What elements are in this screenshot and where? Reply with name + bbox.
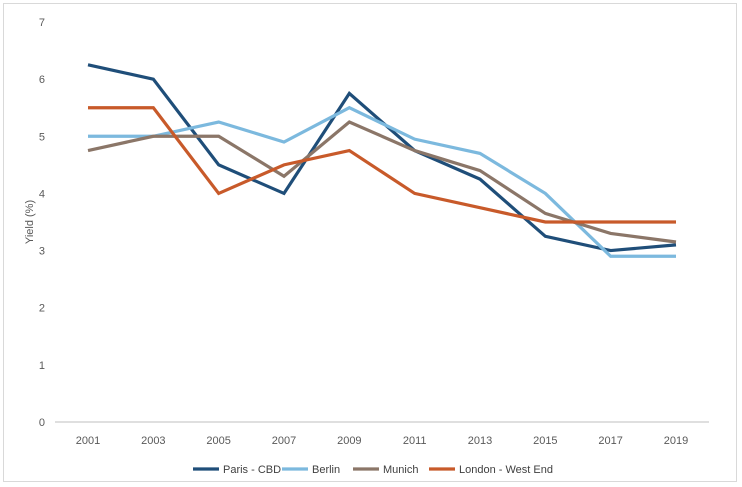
series-line-london-west-end bbox=[88, 106, 676, 224]
x-tick-label: 2003 bbox=[141, 435, 165, 447]
legend-label: Paris - CBD bbox=[223, 464, 281, 476]
x-tick-label: 2015 bbox=[533, 435, 557, 447]
y-tick-label: 1 bbox=[39, 360, 45, 372]
y-tick-label: 7 bbox=[39, 17, 45, 29]
x-tick-label: 2009 bbox=[337, 435, 361, 447]
x-tick-label: 2007 bbox=[272, 435, 296, 447]
x-tick-label: 2013 bbox=[468, 435, 492, 447]
series-lines bbox=[87, 63, 677, 258]
y-tick-label: 5 bbox=[39, 131, 45, 143]
series-line-berlin bbox=[88, 105, 676, 258]
chart-frame bbox=[3, 3, 737, 482]
y-tick-label: 2 bbox=[39, 303, 45, 315]
legend-label: Berlin bbox=[312, 464, 340, 476]
legend-label: London - West End bbox=[459, 464, 553, 476]
legend-label: Munich bbox=[383, 464, 418, 476]
y-tick-labels: 0 1 2 3 4 5 6 7 bbox=[39, 17, 45, 429]
x-tick-label: 2011 bbox=[403, 435, 427, 447]
x-tick-label: 2017 bbox=[598, 435, 622, 447]
y-tick-label: 0 bbox=[39, 417, 45, 429]
y-axis-label: Yield (%) bbox=[24, 200, 36, 244]
x-tick-label: 2019 bbox=[664, 435, 688, 447]
y-tick-label: 3 bbox=[39, 246, 45, 258]
x-tick-label: 2001 bbox=[76, 435, 100, 447]
legend: Paris - CBD Berlin Munich London - West End bbox=[193, 464, 553, 476]
y-tick-label: 4 bbox=[39, 188, 45, 200]
y-tick-label: 6 bbox=[39, 74, 45, 86]
x-tick-label: 2005 bbox=[206, 435, 230, 447]
x-tick-labels: 2001 2003 2005 2007 2009 2011 2013 2015 2017 2019 bbox=[76, 435, 688, 447]
